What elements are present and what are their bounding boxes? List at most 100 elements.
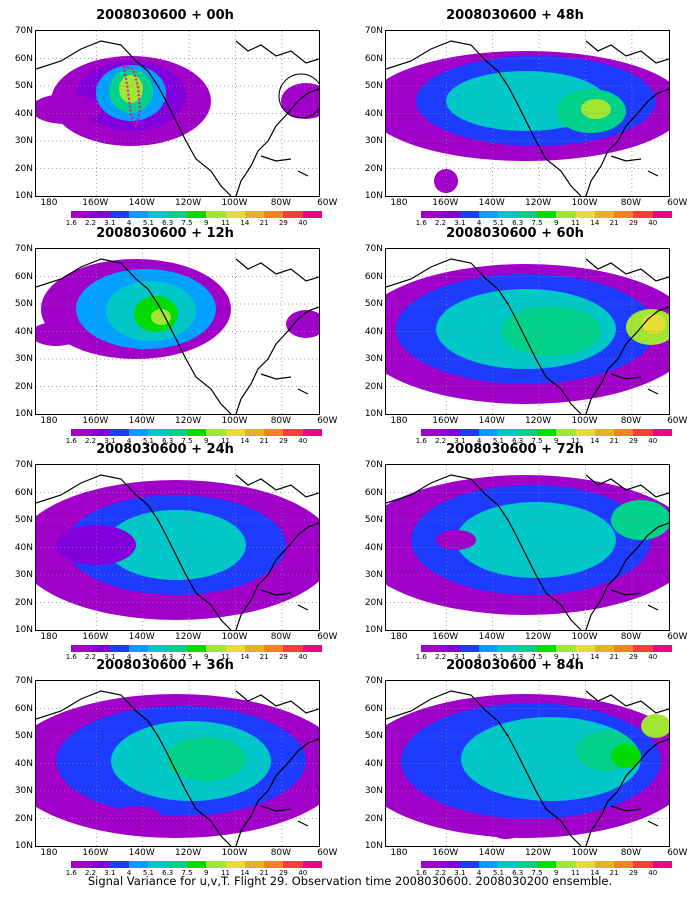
colorbar-level-label: 3.1 [104, 437, 116, 445]
lon-tick-label: 120W [525, 198, 552, 208]
map-plot [385, 248, 670, 415]
lat-tick-label: 30N [14, 786, 33, 796]
lat-tick-label: 60N [14, 703, 33, 714]
variance-contours [36, 681, 319, 846]
colorbar-segment [459, 861, 480, 868]
colorbar-level-label: 40 [298, 219, 308, 227]
colorbar-level-label: 11 [571, 653, 581, 661]
lat-tick-label: 30N [14, 570, 33, 580]
colorbar-level-label: 1.6 [415, 653, 427, 661]
lon-tick-label: 80W [620, 416, 642, 426]
lat-tick-label: 20N [364, 163, 383, 174]
colorbar-level-label: 2.2 [434, 653, 447, 661]
lat-tick-label: 20N [14, 597, 33, 608]
colorbar-level-label: 14 [240, 653, 250, 661]
colorbar-segment [594, 211, 615, 218]
colorbar-level-label: 14 [240, 219, 250, 227]
colorbar-level-label: 3.1 [454, 219, 466, 227]
colorbar-level-label: 6.3 [162, 869, 174, 877]
colorbar-segment [575, 645, 595, 652]
colorbar-level-label: 4 [476, 653, 482, 661]
colorbar-segment [517, 861, 537, 868]
colorbar-segment [440, 861, 460, 868]
variance-contour-fill [166, 737, 246, 781]
colorbar-level-label: 3.1 [454, 653, 466, 661]
colorbar-level-label: 5.1 [142, 869, 154, 877]
colorbar-segment [440, 645, 460, 652]
lon-tick-label: 80W [620, 632, 642, 642]
colorbar [402, 861, 672, 868]
colorbar-level-label: 1.6 [415, 219, 427, 227]
colorbar-segment [614, 645, 634, 652]
variance-contour-fill [111, 806, 161, 826]
colorbar-segment [633, 861, 653, 868]
map-plot [385, 680, 670, 847]
colorbar-segment [90, 861, 110, 868]
lon-tick-label: 120W [175, 198, 202, 208]
colorbar-level-label: 29 [278, 653, 288, 661]
colorbar [52, 645, 322, 652]
colorbar-level-label: 4 [476, 437, 482, 445]
colorbar-level-label: 29 [628, 869, 638, 877]
lon-tick-label: 140W [478, 632, 505, 642]
colorbar-level-label: 2.2 [84, 869, 97, 877]
lat-tick-label: 20N [14, 163, 33, 174]
colorbar-level-label: 1.6 [65, 869, 77, 877]
lat-tick-label: 50N [14, 299, 33, 309]
colorbar-segment [206, 861, 226, 868]
lon-tick-label: 180 [40, 198, 58, 208]
colorbar-level-label: 40 [648, 219, 658, 227]
lon-tick-label: 120W [525, 416, 552, 426]
colorbar-level-label: 21 [609, 653, 619, 661]
colorbar-labels: 1.6 2.2 3.1 4 5.1 6.3 7.5 9 11 14 21 29 40 [52, 437, 322, 446]
colorbar-segment [459, 645, 480, 652]
colorbar-level-label: 3.1 [104, 219, 116, 227]
colorbar-level-label: 1.6 [415, 437, 427, 445]
colorbar [402, 211, 672, 218]
colorbar-level-label: 40 [648, 437, 658, 445]
lat-tick-label: 10N [14, 625, 33, 635]
lon-tick-label: 60W [317, 848, 338, 858]
colorbar-level-label: 11 [221, 219, 231, 227]
colorbar-segment [633, 429, 653, 436]
lon-tick-label: 100W [221, 416, 248, 426]
colorbar-segment [71, 861, 91, 868]
colorbar-segment [148, 429, 168, 436]
colorbar [402, 645, 672, 652]
colorbar-level-label: 2.2 [84, 219, 97, 227]
colorbar-level-label: 5.1 [492, 219, 504, 227]
colorbar-level-label: 29 [628, 219, 638, 227]
lon-tick-label: 160W [432, 198, 459, 208]
variance-contour-fill [501, 306, 601, 356]
colorbar-level-label: 6.3 [162, 437, 174, 445]
colorbar-segment [264, 211, 284, 218]
variance-contour-fill [119, 75, 143, 103]
lat-tick-label: 40N [364, 108, 383, 119]
variance-contour-fill [491, 823, 521, 839]
lat-tick-label: 70N [14, 26, 33, 36]
colorbar-level-label: 6.3 [162, 219, 174, 227]
colorbar-segment [129, 211, 149, 218]
highlight-circle [278, 73, 319, 119]
colorbar-segment [225, 861, 245, 868]
colorbar-segment [302, 211, 322, 218]
colorbar-level-label: 21 [259, 437, 269, 445]
coastline [386, 474, 669, 630]
colorbar-segment [90, 645, 110, 652]
colorbar-level-label: 29 [278, 869, 288, 877]
colorbar-segment [302, 645, 322, 652]
variance-contour-fill [151, 309, 171, 325]
colorbar-level-label: 14 [590, 219, 600, 227]
lat-tick-label: 10N [14, 841, 33, 851]
lat-tick-label: 60N [364, 271, 383, 282]
colorbar-segment [652, 429, 672, 436]
colorbar-level-label: 21 [259, 219, 269, 227]
colorbar-level-label: 6.3 [512, 437, 524, 445]
lon-tick-label: 120W [525, 632, 552, 642]
coastline [36, 258, 319, 414]
lat-tick-label: 50N [364, 515, 383, 525]
lat-tick-label: 30N [364, 786, 383, 796]
lon-tick-label: 80W [270, 416, 292, 426]
lon-tick-label: 60W [317, 416, 338, 426]
map-panel: 2008030600 + 24h 70N 60N 50N 40N 30N 20N 10N 180… [5, 442, 338, 661]
